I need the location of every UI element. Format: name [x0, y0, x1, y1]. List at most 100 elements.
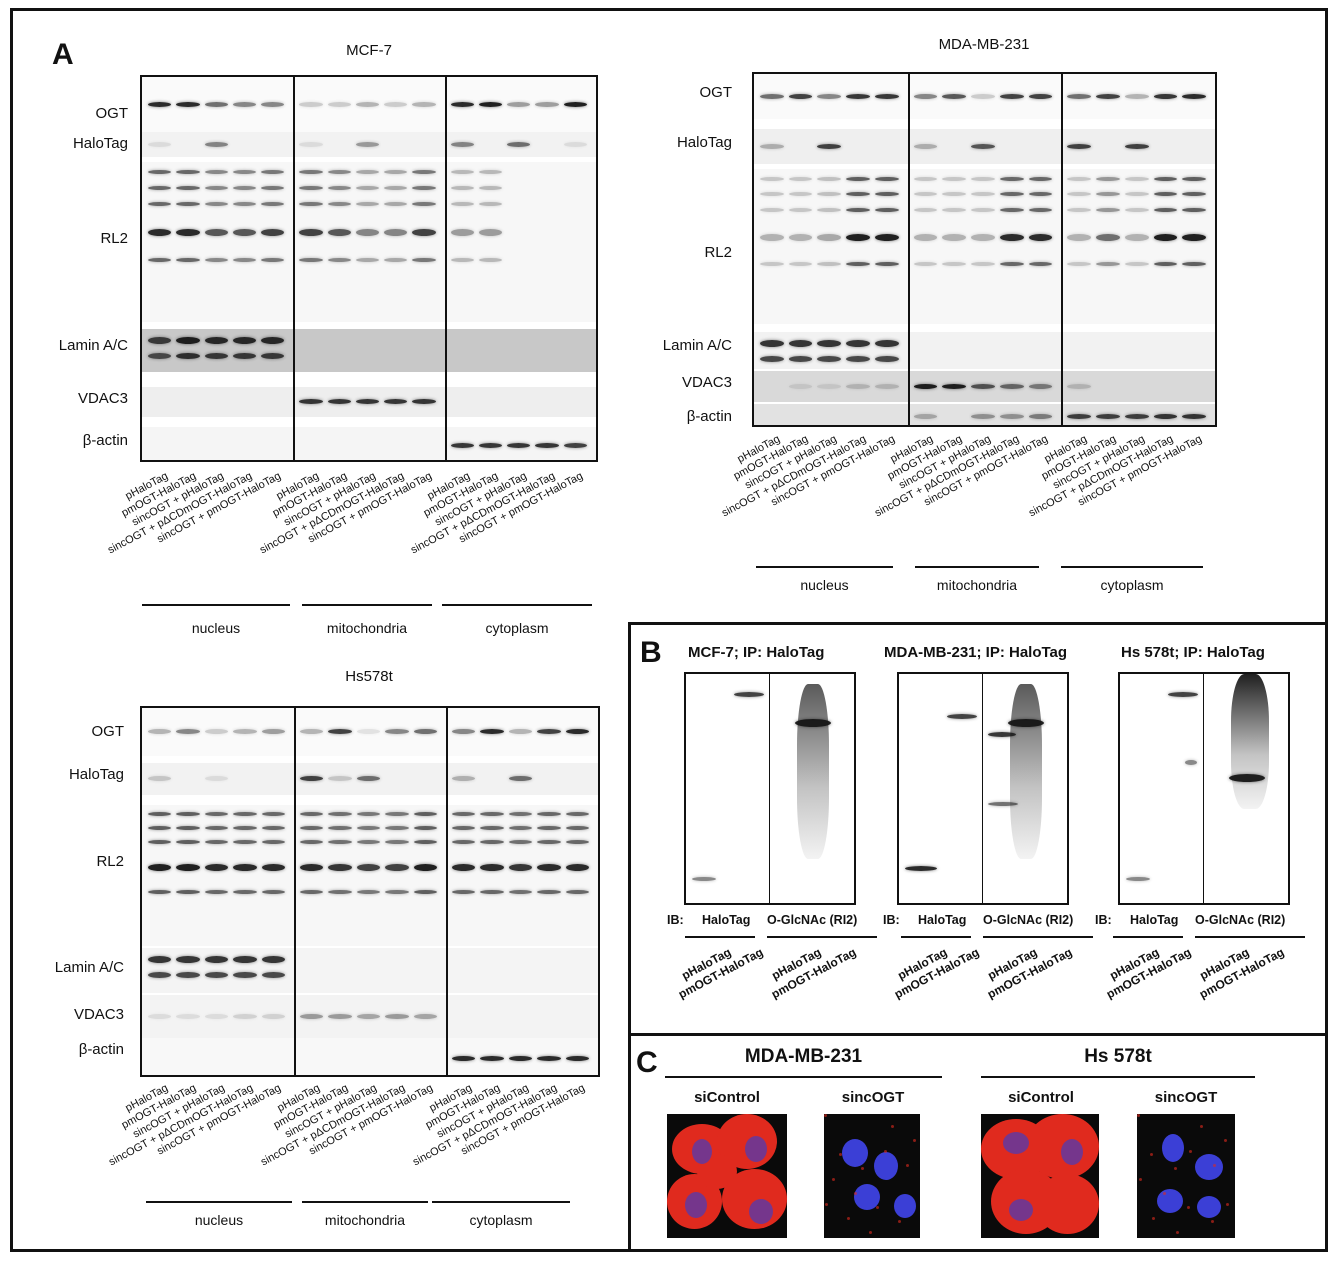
- ip-blot-membrane: [1118, 672, 1290, 905]
- rl2-band: [299, 186, 323, 190]
- lamin-band: [817, 356, 842, 362]
- rl2-band: [412, 170, 436, 174]
- rl2-band: [327, 186, 351, 190]
- rl2-band: [450, 186, 474, 190]
- ib-underline: [901, 936, 971, 938]
- cell-nucleus: [874, 1152, 898, 1180]
- speckle: [906, 1164, 909, 1167]
- ogt-band: [452, 729, 476, 734]
- rl2-band: [760, 192, 784, 197]
- lamin-band: [148, 337, 172, 344]
- rl2-band: [261, 186, 285, 190]
- compartment-label: mitochondria: [326, 620, 408, 636]
- rl2-band: [328, 812, 352, 817]
- rl2-band: [450, 229, 474, 237]
- rl2-band: [480, 826, 504, 831]
- rl2-band: [355, 202, 380, 206]
- rl2-band: [846, 207, 870, 212]
- panel-letter-a: A: [52, 38, 74, 71]
- rl2-band: [450, 202, 474, 206]
- blot-strip: [142, 948, 598, 993]
- rl2-band: [480, 864, 504, 872]
- rl2-band: [261, 889, 285, 894]
- ogt-band: [385, 729, 409, 734]
- ogt-glcnac-band: [1229, 774, 1265, 782]
- rl2-band: [565, 812, 589, 817]
- ogt-band: [817, 93, 842, 99]
- rl2-band: [971, 234, 995, 242]
- rl2-band: [148, 889, 172, 894]
- halo-band: [760, 143, 784, 149]
- rl2-band: [148, 202, 172, 206]
- rl2-band: [385, 840, 409, 845]
- compartment-separator: [293, 77, 296, 460]
- ogt-band: [1096, 93, 1120, 99]
- vdac-band: [355, 399, 380, 404]
- lamin-band: [760, 340, 784, 347]
- halo-band: [356, 776, 381, 781]
- ogt-band: [176, 729, 200, 734]
- compartment-underline: [442, 604, 592, 606]
- rl2-band: [971, 192, 995, 197]
- rl2-band: [261, 840, 285, 845]
- rl2-band: [480, 812, 504, 817]
- vdac-band: [413, 1013, 437, 1019]
- row-label: Lamin A/C: [58, 337, 128, 354]
- speckle: [1176, 1231, 1179, 1234]
- group-underline: [981, 1076, 1255, 1078]
- rl2-band: [261, 826, 285, 831]
- rl2-band: [327, 202, 351, 206]
- rl2-band: [232, 229, 257, 237]
- rl2-band: [413, 889, 437, 894]
- speckle: [1226, 1203, 1229, 1206]
- vdac-band: [384, 399, 408, 404]
- rl2-band: [233, 889, 257, 894]
- rl2-band: [478, 170, 503, 174]
- vdac-band: [913, 383, 938, 389]
- rl2-band: [261, 170, 285, 174]
- ogt-band: [1153, 93, 1178, 99]
- rl2-band: [176, 170, 200, 174]
- rl2-band: [817, 234, 842, 242]
- row-label: HaloTag: [676, 134, 732, 151]
- rl2-band: [327, 170, 351, 174]
- rl2-band: [204, 840, 229, 845]
- halo-band: [300, 776, 324, 781]
- ogt-band: [355, 101, 380, 107]
- lamin-band: [176, 337, 200, 344]
- blot-title: MDA-MB-231: [938, 36, 1030, 53]
- microscopy-image: [667, 1114, 787, 1238]
- actin-band: [563, 442, 587, 448]
- ogt-band: [563, 101, 587, 107]
- halo-band: [508, 776, 533, 781]
- halo-band: [452, 776, 476, 781]
- lamin-band: [148, 972, 172, 978]
- rl2-band: [261, 812, 285, 817]
- ib-underline: [767, 936, 877, 938]
- vdac-band: [299, 399, 323, 404]
- rl2-band: [233, 812, 257, 817]
- cell-nucleus: [1003, 1132, 1029, 1154]
- ib-halotag-label: HaloTag: [1130, 913, 1179, 927]
- rl2-band: [385, 826, 409, 831]
- lamin-band: [788, 340, 813, 347]
- ogt-band: [1067, 93, 1092, 99]
- condition-label: siControl: [1008, 1089, 1074, 1106]
- rl2-band: [508, 812, 533, 817]
- rl2-band: [1067, 262, 1092, 266]
- rl2-band: [817, 192, 842, 197]
- rl2-band: [148, 812, 172, 817]
- group-underline: [665, 1076, 942, 1078]
- mogt-halotag-band: [734, 692, 764, 697]
- rl2-band: [480, 840, 504, 845]
- cell-nucleus: [1061, 1139, 1083, 1165]
- ogt-band: [788, 93, 813, 99]
- rl2-band: [537, 812, 561, 817]
- figure-frame: [10, 8, 1328, 1252]
- panel-letter-c: C: [636, 1046, 658, 1079]
- ogt-band: [971, 93, 995, 99]
- rl2-band: [232, 170, 257, 174]
- lamin-band: [233, 956, 257, 963]
- rl2-band: [1028, 262, 1053, 266]
- rl2-band: [1153, 234, 1178, 242]
